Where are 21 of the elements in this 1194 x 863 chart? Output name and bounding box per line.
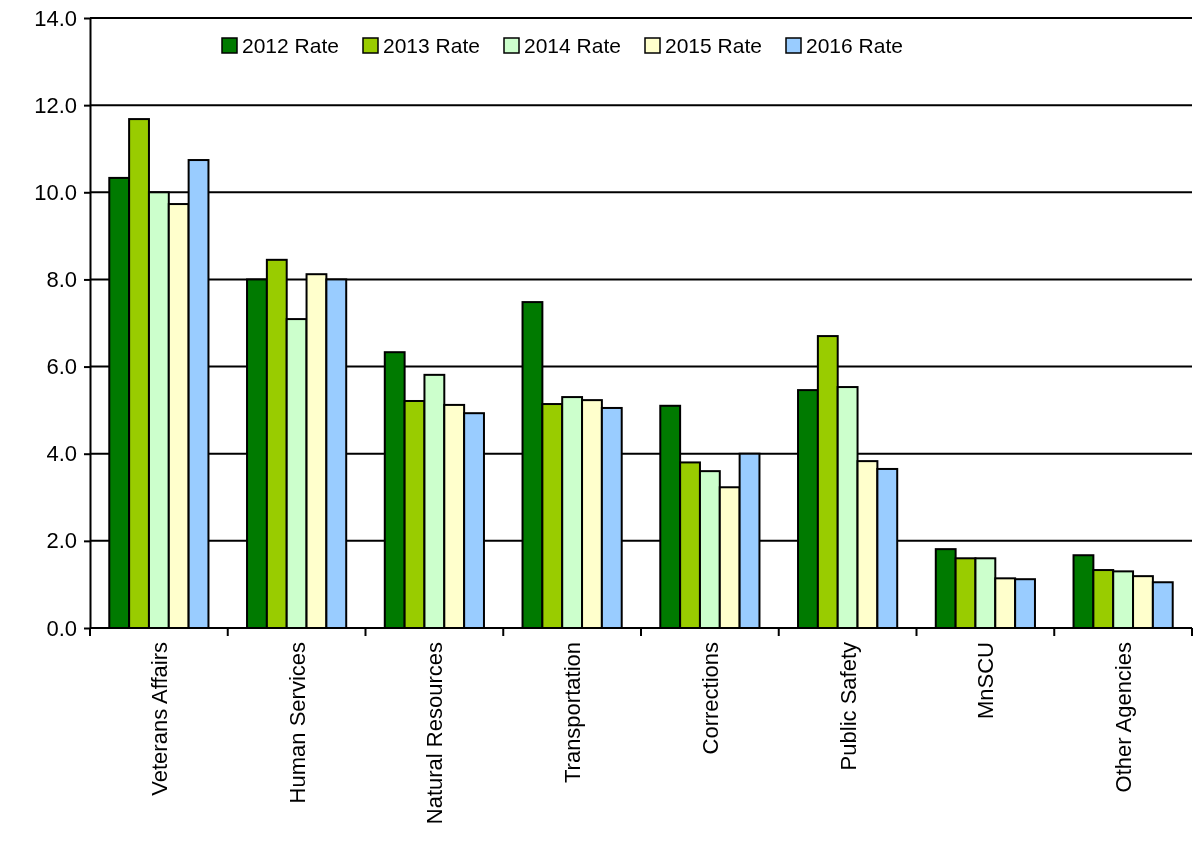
x-tick-label: Natural Resources: [422, 642, 448, 825]
x-tick-label: MnSCU: [973, 642, 999, 720]
x-tick-label: Other Agencies: [1111, 642, 1137, 793]
y-tick-label: 2.0: [46, 528, 77, 554]
y-tick-label: 6.0: [46, 354, 77, 380]
y-tick-label: 0.0: [46, 615, 77, 641]
x-tick-label: Public Safety: [835, 642, 861, 771]
y-tick-label: 8.0: [46, 266, 77, 292]
y-tick-label: 10.0: [34, 179, 77, 205]
x-tick-label: Transportation: [560, 642, 586, 784]
y-tick-label: 14.0: [34, 5, 77, 31]
x-tick-label: Veterans Affairs: [146, 642, 172, 796]
x-tick-label: Human Services: [284, 642, 310, 804]
y-tick-label: 12.0: [34, 92, 77, 118]
legend-label: 2015 Rate: [665, 34, 762, 57]
x-tick-label: Corrections: [697, 642, 723, 755]
y-tick-label: 4.0: [46, 441, 77, 467]
legend-label: 2014 Rate: [524, 34, 621, 57]
legend-label: 2012 Rate: [242, 34, 339, 57]
legend-label: 2013 Rate: [383, 34, 480, 57]
legend-label: 2016 Rate: [806, 34, 903, 57]
